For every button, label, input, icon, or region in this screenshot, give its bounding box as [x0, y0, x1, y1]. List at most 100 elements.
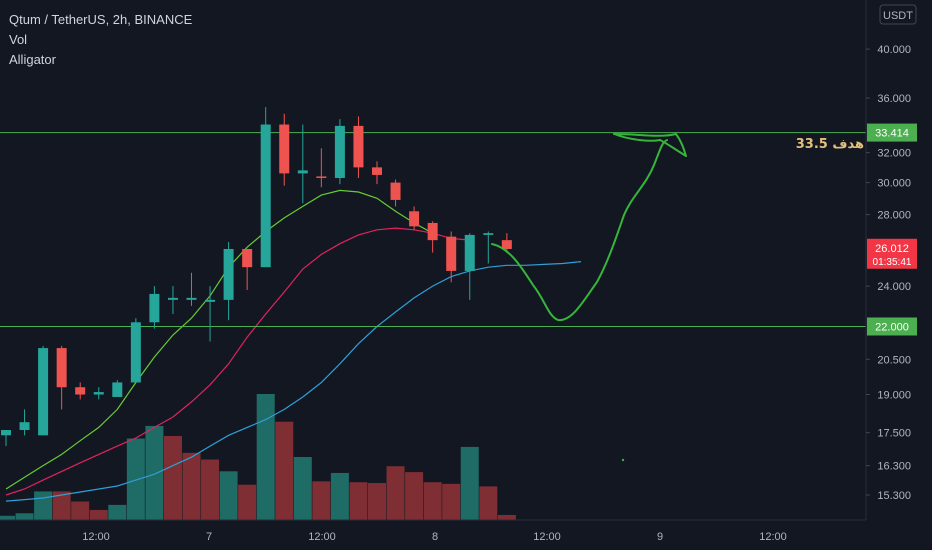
candle-body	[260, 124, 271, 268]
price-scale[interactable]: 40.000 36.000 32.000 30.000 28.000 24.000 20.5…	[866, 44, 911, 502]
candle-body	[19, 422, 30, 431]
candle[interactable]	[93, 387, 104, 400]
candle[interactable]	[501, 233, 512, 251]
candle[interactable]	[297, 124, 308, 204]
price-tick-label: 28.000	[877, 210, 911, 222]
indicator-vol[interactable]: Vol	[9, 32, 28, 47]
price-tick-label: 24.000	[877, 281, 911, 293]
candle[interactable]	[38, 345, 49, 436]
candle-body	[186, 297, 197, 300]
price-tick-label: 30.000	[877, 178, 911, 190]
candle[interactable]	[334, 119, 345, 185]
candle-body	[56, 348, 67, 388]
candle-body	[501, 240, 512, 249]
candle[interactable]	[316, 148, 327, 188]
candle-body	[464, 234, 475, 271]
volume-bar	[0, 515, 15, 520]
candle[interactable]	[186, 272, 197, 306]
volume-bar	[201, 459, 220, 520]
candle-body	[409, 211, 420, 227]
time-tick-label: 9	[657, 531, 663, 543]
candle[interactable]	[446, 231, 457, 283]
candle[interactable]	[167, 286, 178, 315]
volume-bar	[460, 446, 479, 520]
candle[interactable]	[205, 286, 216, 342]
level-price-label: 33.414	[875, 128, 909, 140]
currency-label: USDT	[883, 10, 913, 22]
symbol-title[interactable]: Qtum / TetherUS, 2h, BINANCE	[9, 12, 193, 27]
candle-body	[75, 387, 86, 395]
candle[interactable]	[223, 241, 234, 321]
candle-body	[149, 293, 160, 323]
target-annotation[interactable]: 33.5 هدف	[796, 137, 864, 152]
candle[interactable]	[242, 248, 253, 291]
candle[interactable]	[260, 107, 271, 268]
horizontal-levels[interactable]	[0, 132, 866, 327]
time-tick-label: 8	[432, 531, 438, 543]
candle-body	[483, 233, 494, 235]
candle-body	[242, 248, 253, 268]
volume-bar	[52, 491, 71, 520]
volume-bar	[479, 486, 498, 520]
candle[interactable]	[409, 206, 420, 230]
volume-bar	[312, 481, 331, 520]
volume-bar	[238, 484, 257, 520]
candle-body	[205, 299, 216, 302]
alligator-teeth-line	[5, 227, 470, 496]
candles[interactable]	[1, 107, 512, 447]
candle-body	[390, 182, 401, 200]
indicator-alligator[interactable]: Alligator	[9, 52, 56, 67]
volume-bar	[330, 472, 349, 520]
volume-bar	[219, 471, 238, 520]
candle[interactable]	[149, 286, 160, 329]
price-tick-label: 15.300	[877, 490, 911, 502]
volume-bar	[293, 457, 312, 520]
volume-bar	[423, 482, 442, 520]
candle-body	[130, 322, 141, 383]
volume-bar	[368, 483, 386, 520]
candle-body	[372, 167, 382, 175]
candle[interactable]	[279, 113, 290, 186]
candle[interactable]	[390, 179, 401, 207]
candle[interactable]	[372, 161, 382, 185]
candle[interactable]	[1, 430, 11, 447]
volume-bar	[163, 436, 182, 520]
currency-badge[interactable]: USDT	[879, 4, 917, 25]
time-tick-label: 12:00	[308, 531, 336, 543]
time-tick-label: 12:00	[759, 531, 787, 543]
alligator-lines	[5, 189, 582, 502]
price-tick-label: 19.000	[877, 390, 911, 402]
volume-bar	[405, 472, 424, 520]
candle-body	[446, 236, 457, 271]
candle[interactable]	[483, 231, 494, 264]
candle[interactable]	[427, 221, 438, 253]
volume-bar	[256, 394, 275, 520]
candle-body	[334, 125, 345, 178]
candle-body	[427, 222, 438, 241]
candle-body	[297, 170, 308, 174]
level-price-badge	[867, 123, 917, 142]
volume-bar	[108, 504, 127, 520]
level-price-label: 22.000	[875, 321, 909, 333]
price-tick-label: 32.000	[877, 148, 911, 160]
candle[interactable]	[464, 233, 475, 300]
projection-arrowhead[interactable]	[613, 133, 687, 157]
candle[interactable]	[130, 318, 141, 383]
projection-curve[interactable]	[491, 139, 668, 322]
stray-dot	[621, 458, 625, 462]
candle[interactable]	[112, 380, 123, 397]
candle[interactable]	[353, 116, 364, 178]
candle-body	[167, 297, 178, 300]
hand-drawn-projection[interactable]	[491, 133, 687, 462]
bar-countdown: 01:35:41	[873, 257, 912, 268]
volume-bar	[497, 514, 516, 520]
currency-badge-box	[879, 4, 917, 25]
price-tick-label: 20.500	[877, 354, 911, 366]
candle[interactable]	[75, 382, 86, 400]
time-scale[interactable]: 12:00 7 12:00 8 12:00 9 12:00	[82, 531, 787, 543]
candle[interactable]	[19, 409, 30, 436]
candle[interactable]	[56, 345, 67, 410]
candle-body	[223, 248, 234, 300]
current-price-badge	[867, 238, 917, 269]
